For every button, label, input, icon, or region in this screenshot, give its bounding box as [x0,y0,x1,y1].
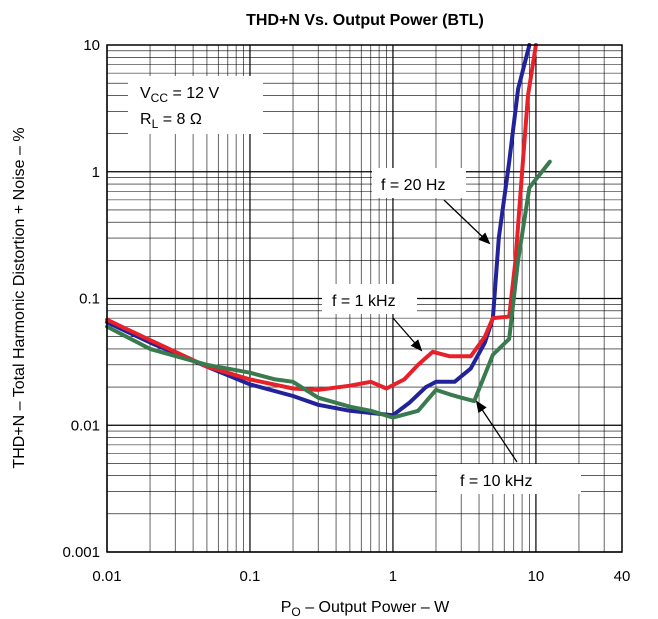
y-tick-label: 1 [92,164,100,181]
series-line-2 [105,159,552,420]
conditions-background [128,76,263,134]
annotation-10khz: f = 10 kHz [437,400,581,494]
conditions-box: VCC = 12 V RL = 8 Ω [128,76,263,134]
annotation-1khz-arrow [392,317,423,352]
annotation-1khz: f = 1 kHz [322,284,423,352]
y-tick-label: 0.1 [79,291,100,308]
annotation-10khz-background [437,464,581,494]
y-tick-label: 10 [83,37,100,54]
annotation-10khz-label: f = 10 kHz [460,473,532,490]
y-tick-labels: 0.001 0.01 0.1 1 10 [62,37,100,561]
chart-title: THD+N Vs. Output Power (BTL) [246,12,484,29]
x-tick-label: 0.1 [240,568,261,585]
vcc-label: VCC = 12 V [140,85,219,105]
rl-label: RL = 8 Ω [140,111,202,131]
x-tick-label: 40 [614,568,631,585]
annotation-1khz-background [322,284,417,314]
annotation-20hz-arrow [443,199,491,245]
x-tick-labels: 0.01 0.1 1 10 40 [92,568,630,585]
x-tick-label: 0.01 [92,568,121,585]
annotation-1khz-label: f = 1 kHz [332,293,396,310]
x-tick-label: 10 [528,568,545,585]
series-line-1 [105,43,538,392]
annotation-20hz: f = 20 Hz [372,168,491,245]
annotation-20hz-background [372,168,466,198]
y-tick-label: 0.01 [71,417,100,434]
x-axis-label: PO – Output Power – W [281,599,450,619]
y-axis-label: THD+N – Total Harmonic Distortion + Nois… [11,127,28,468]
x-tick-label: 1 [389,568,397,585]
series-lines [105,43,552,420]
y-tick-label: 0.001 [62,544,100,561]
annotation-10khz-arrow [475,400,518,463]
annotation-20hz-label: f = 20 Hz [381,177,445,194]
series-line-0 [105,43,532,418]
plot-frame [106,44,623,553]
